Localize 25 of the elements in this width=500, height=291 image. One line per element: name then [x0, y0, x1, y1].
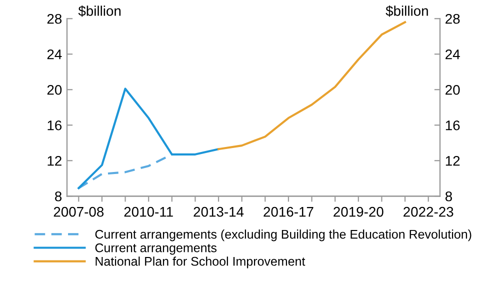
y-tick-label: 20	[47, 84, 62, 95]
x-tick-label: 2010-11	[124, 206, 173, 217]
y2-tick-label: 8	[445, 191, 452, 202]
x-tick-label: 2019-20	[334, 206, 384, 217]
x-tick-label: 2016-17	[264, 206, 314, 217]
line-series	[78, 88, 220, 190]
legend-label: Current arrangements (excluding Building the Education Revolution)	[95, 230, 472, 242]
y-tick-label: 24	[47, 49, 62, 60]
line-series	[217, 21, 406, 150]
y-tick-label: 16	[48, 120, 62, 130]
y2-tick-label: 16	[446, 120, 460, 130]
y-tick-label: 8	[55, 191, 62, 202]
y2-tick-label: 12	[446, 156, 460, 166]
y2-tick-label: 20	[446, 84, 460, 95]
y-axis-title: $billion	[78, 5, 121, 17]
legend-label: Current arrangements	[95, 243, 217, 255]
y2-tick-label: 28	[446, 14, 460, 24]
y2-axis-title: $billion	[386, 5, 428, 17]
y-tick-label: 12	[48, 156, 62, 166]
y-tick-label: 28	[47, 14, 62, 24]
legend-label: National Plan for School Improvement	[96, 256, 306, 268]
x-tick-label: 2013-14	[194, 206, 244, 217]
x-tick-label: 2022-23	[404, 206, 454, 217]
x-tick-label: 2007-08	[54, 206, 104, 217]
y2-tick-label: 24	[446, 49, 460, 60]
